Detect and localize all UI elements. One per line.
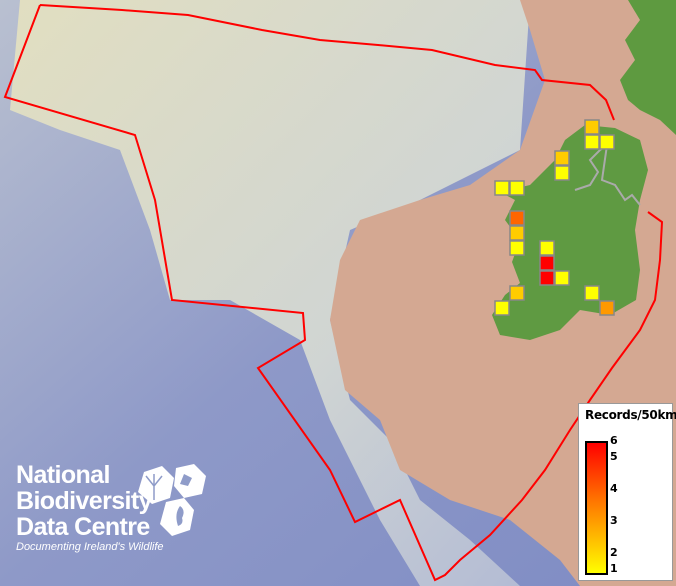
legend-tick: 2 (610, 546, 618, 559)
record-square[interactable] (584, 134, 600, 150)
record-square[interactable] (584, 119, 600, 135)
record-square[interactable] (599, 300, 615, 316)
record-square[interactable] (509, 285, 525, 301)
record-square[interactable] (494, 300, 510, 316)
legend-tick: 1 (610, 562, 618, 575)
legend: Records/50km 6 5 4 3 2 1 (578, 403, 676, 581)
record-square[interactable] (584, 285, 600, 301)
record-square[interactable] (539, 240, 555, 256)
legend-title: Records/50km (585, 408, 676, 422)
legend-tick: 5 (610, 450, 618, 463)
logo-hexagons-icon (138, 464, 206, 536)
record-square[interactable] (554, 165, 570, 181)
legend-tick: 6 (610, 434, 618, 447)
legend-tick: 4 (610, 482, 618, 495)
record-square[interactable] (539, 255, 555, 271)
record-square[interactable] (509, 210, 525, 226)
boundary-line (3, 4, 664, 582)
record-square[interactable] (509, 240, 525, 256)
record-square[interactable] (554, 270, 570, 286)
legend-tick: 3 (610, 514, 618, 527)
record-square[interactable] (509, 225, 525, 241)
color-ramp (585, 441, 608, 575)
continental-slope (10, 0, 530, 586)
record-squares (494, 119, 615, 316)
record-square[interactable] (539, 270, 555, 286)
record-square[interactable] (509, 180, 525, 196)
nbdc-logo: National Biodiversity Data Centre Docume… (16, 461, 206, 553)
logo-tagline: Documenting Ireland's Wildlife (16, 541, 164, 553)
logo-line2: Biodiversity (16, 487, 153, 515)
record-square[interactable] (599, 134, 615, 150)
logo-line3: Data Centre (16, 513, 150, 541)
ireland (492, 125, 648, 340)
record-square[interactable] (494, 180, 510, 196)
logo-line1: National (16, 461, 110, 489)
boundary-line (39, 4, 615, 121)
britain (620, 0, 676, 135)
record-square[interactable] (554, 150, 570, 166)
